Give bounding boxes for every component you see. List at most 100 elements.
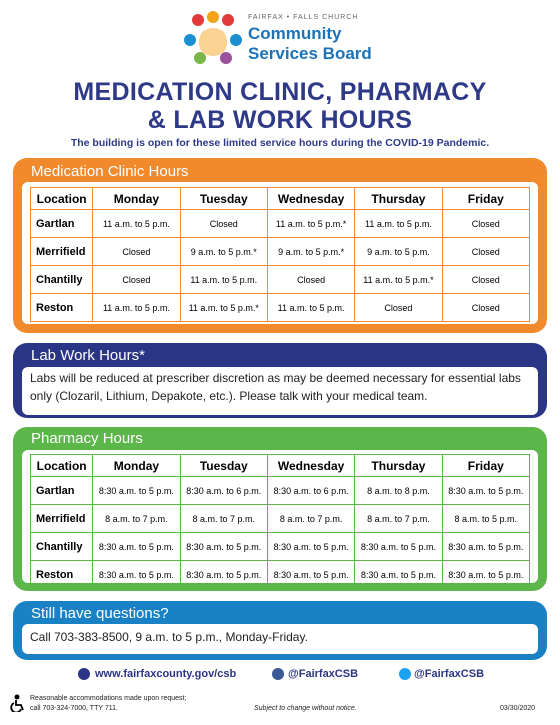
column-header: Tuesday <box>179 187 268 210</box>
hours: 11 a.m. to 5 p.m. <box>179 265 268 294</box>
row: Reston 11 a.m. to 5 p.m. 11 a.m. to 5 p.m.… <box>29 293 531 322</box>
hours: 8:30 a.m. to 5 p.m. <box>92 476 181 505</box>
location: Merrifield <box>29 504 94 533</box>
hours: 9 a.m. to 5 p.m.* <box>179 237 268 266</box>
hours: 8:30 a.m. to 6 p.m. <box>179 476 268 505</box>
org-name: Services Board <box>248 44 372 63</box>
row: Chantilly Closed 11 a.m. to 5 p.m. Closed 11… <box>29 265 531 294</box>
hours: Closed <box>266 265 356 294</box>
accommodations: call 703-324-7000, TTY 711. <box>30 705 118 712</box>
subtitle: The building is open for these limited s… <box>70 137 490 149</box>
facebook-icon <box>272 668 284 680</box>
twitter-icon <box>399 668 411 680</box>
hours: Closed <box>354 293 443 322</box>
title: & LAB WORK HOURS <box>147 106 413 134</box>
header-row: Location Monday Tuesday Wednesday Thursday Fr… <box>29 454 531 477</box>
hours: 11 a.m. to 5 p.m. <box>92 293 181 322</box>
hours: 11 a.m. to 5 p.m. <box>266 293 356 322</box>
hours: 8:30 a.m. to 5 p.m. <box>441 560 531 589</box>
title: MEDICATION CLINIC, PHARMACY <box>73 78 487 106</box>
column-header: Wednesday <box>266 187 356 210</box>
row: Reston 8:30 a.m. to 5 p.m. 8:30 a.m. to 5 … <box>29 560 531 589</box>
hours: 8:30 a.m. to 5 p.m. <box>354 560 443 589</box>
date: 03/30/2020 <box>500 705 536 712</box>
hours: Closed <box>441 209 531 238</box>
hours: 11 a.m. to 5 p.m. <box>92 209 181 238</box>
hours: 9 a.m. to 5 p.m.* <box>266 237 356 266</box>
lab-panel: Lab Work Hours* Labs will be reduced at … <box>13 343 547 418</box>
hours: 8 a.m. to 5 p.m. <box>441 504 531 533</box>
logo-icon <box>184 11 242 64</box>
column-header: Friday <box>441 187 531 210</box>
column-header: Monday <box>92 187 181 210</box>
hours: 8:30 a.m. to 5 p.m. <box>179 532 268 561</box>
location: Gartlan <box>29 476 94 505</box>
hours: 8 a.m. to 7 p.m. <box>266 504 356 533</box>
org-name: Community <box>248 24 342 43</box>
hours: 8:30 a.m. to 5 p.m. <box>92 560 181 589</box>
row: Chantilly 8:30 a.m. to 5 p.m. 8:30 a.m. to… <box>29 532 531 561</box>
location: Gartlan <box>29 209 94 238</box>
accessibility-icon <box>10 694 24 712</box>
column-header: Thursday <box>354 454 443 477</box>
facebook-link[interactable]: @FairfaxCSB <box>288 668 359 680</box>
hours: Closed <box>441 265 531 294</box>
column-header: Location <box>29 187 94 210</box>
column-header: Location <box>29 454 94 477</box>
hours: 8 a.m. to 7 p.m. <box>92 504 181 533</box>
pharmacy-table: Location Monday Tuesday Wednesday Thursday Fr… <box>29 454 531 589</box>
hours: 8:30 a.m. to 5 p.m. <box>266 532 356 561</box>
location: Chantilly <box>29 265 94 294</box>
hours: Closed <box>441 293 531 322</box>
web-icon <box>78 668 90 680</box>
hours: Closed <box>92 237 181 266</box>
website-link[interactable]: www.fairfaxcounty.gov/csb <box>95 668 237 680</box>
lab-text: Labs will be reduced at prescriber discr… <box>22 367 538 415</box>
questions-panel: Still have questions? Call 703-383-8500,… <box>13 601 547 660</box>
row: Gartlan 11 a.m. to 5 p.m. Closed 11 a.m. to… <box>29 209 531 238</box>
hours: 11 a.m. to 5 p.m.* <box>179 293 268 322</box>
hours: 8:30 a.m. to 5 p.m. <box>266 560 356 589</box>
location: Reston <box>29 560 94 589</box>
section-heading: Pharmacy Hours <box>31 430 143 447</box>
hours: Closed <box>179 209 268 238</box>
hours: Closed <box>92 265 181 294</box>
hours: 8:30 a.m. to 5 p.m. <box>92 532 181 561</box>
hours: 8:30 a.m. to 5 p.m. <box>441 532 531 561</box>
location: Merrifield <box>29 237 94 266</box>
twitter-link[interactable]: @FairfaxCSB <box>414 668 485 680</box>
location: Chantilly <box>29 532 94 561</box>
row: Merrifield Closed 9 a.m. to 5 p.m.* 9 a.m. … <box>29 237 531 266</box>
section-heading: Lab Work Hours* <box>31 347 145 364</box>
row: Gartlan 8:30 a.m. to 5 p.m. 8:30 a.m. to 6… <box>29 476 531 505</box>
row: Merrifield 8 a.m. to 7 p.m. 8 a.m. to 7 p.… <box>29 504 531 533</box>
pharmacy-panel: Pharmacy Hours Location Monday Tuesday Wedn… <box>13 427 547 591</box>
section-heading: Medication Clinic Hours <box>31 163 189 180</box>
column-header: Tuesday <box>179 454 268 477</box>
column-header: Wednesday <box>266 454 356 477</box>
hours: 8 a.m. to 7 p.m. <box>179 504 268 533</box>
column-header: Monday <box>92 454 181 477</box>
header-row: Location Monday Tuesday Wednesday Thursday Fr… <box>29 187 531 210</box>
hours: 8:30 a.m. to 5 p.m. <box>354 532 443 561</box>
hours: 11 a.m. to 5 p.m.* <box>266 209 356 238</box>
note: Subject to change without notice. <box>254 705 357 712</box>
org-top: FAIRFAX • FALLS CHURCH <box>248 14 359 21</box>
hours: 8 a.m. to 7 p.m. <box>354 504 443 533</box>
hours: 9 a.m. to 5 p.m. <box>354 237 443 266</box>
hours: 11 a.m. to 5 p.m. <box>354 209 443 238</box>
medication-panel: Medication Clinic Hours Location Monday Tu… <box>13 158 547 333</box>
hours: Closed <box>441 237 531 266</box>
location: Reston <box>29 293 94 322</box>
hours: 8:30 a.m. to 5 p.m. <box>179 560 268 589</box>
hours: 8 a.m. to 8 p.m. <box>354 476 443 505</box>
hours: 8:30 a.m. to 6 p.m. <box>266 476 356 505</box>
hours: 11 a.m. to 5 p.m.* <box>354 265 443 294</box>
hours: 8:30 a.m. to 5 p.m. <box>441 476 531 505</box>
section-heading: Still have questions? <box>31 605 169 622</box>
accommodations: Reasonable accommodations made upon requ… <box>30 695 187 702</box>
column-header: Friday <box>441 454 531 477</box>
questions-text: Call 703-383-8500, 9 a.m. to 5 p.m., Mon… <box>22 624 538 654</box>
column-header: Thursday <box>354 187 443 210</box>
